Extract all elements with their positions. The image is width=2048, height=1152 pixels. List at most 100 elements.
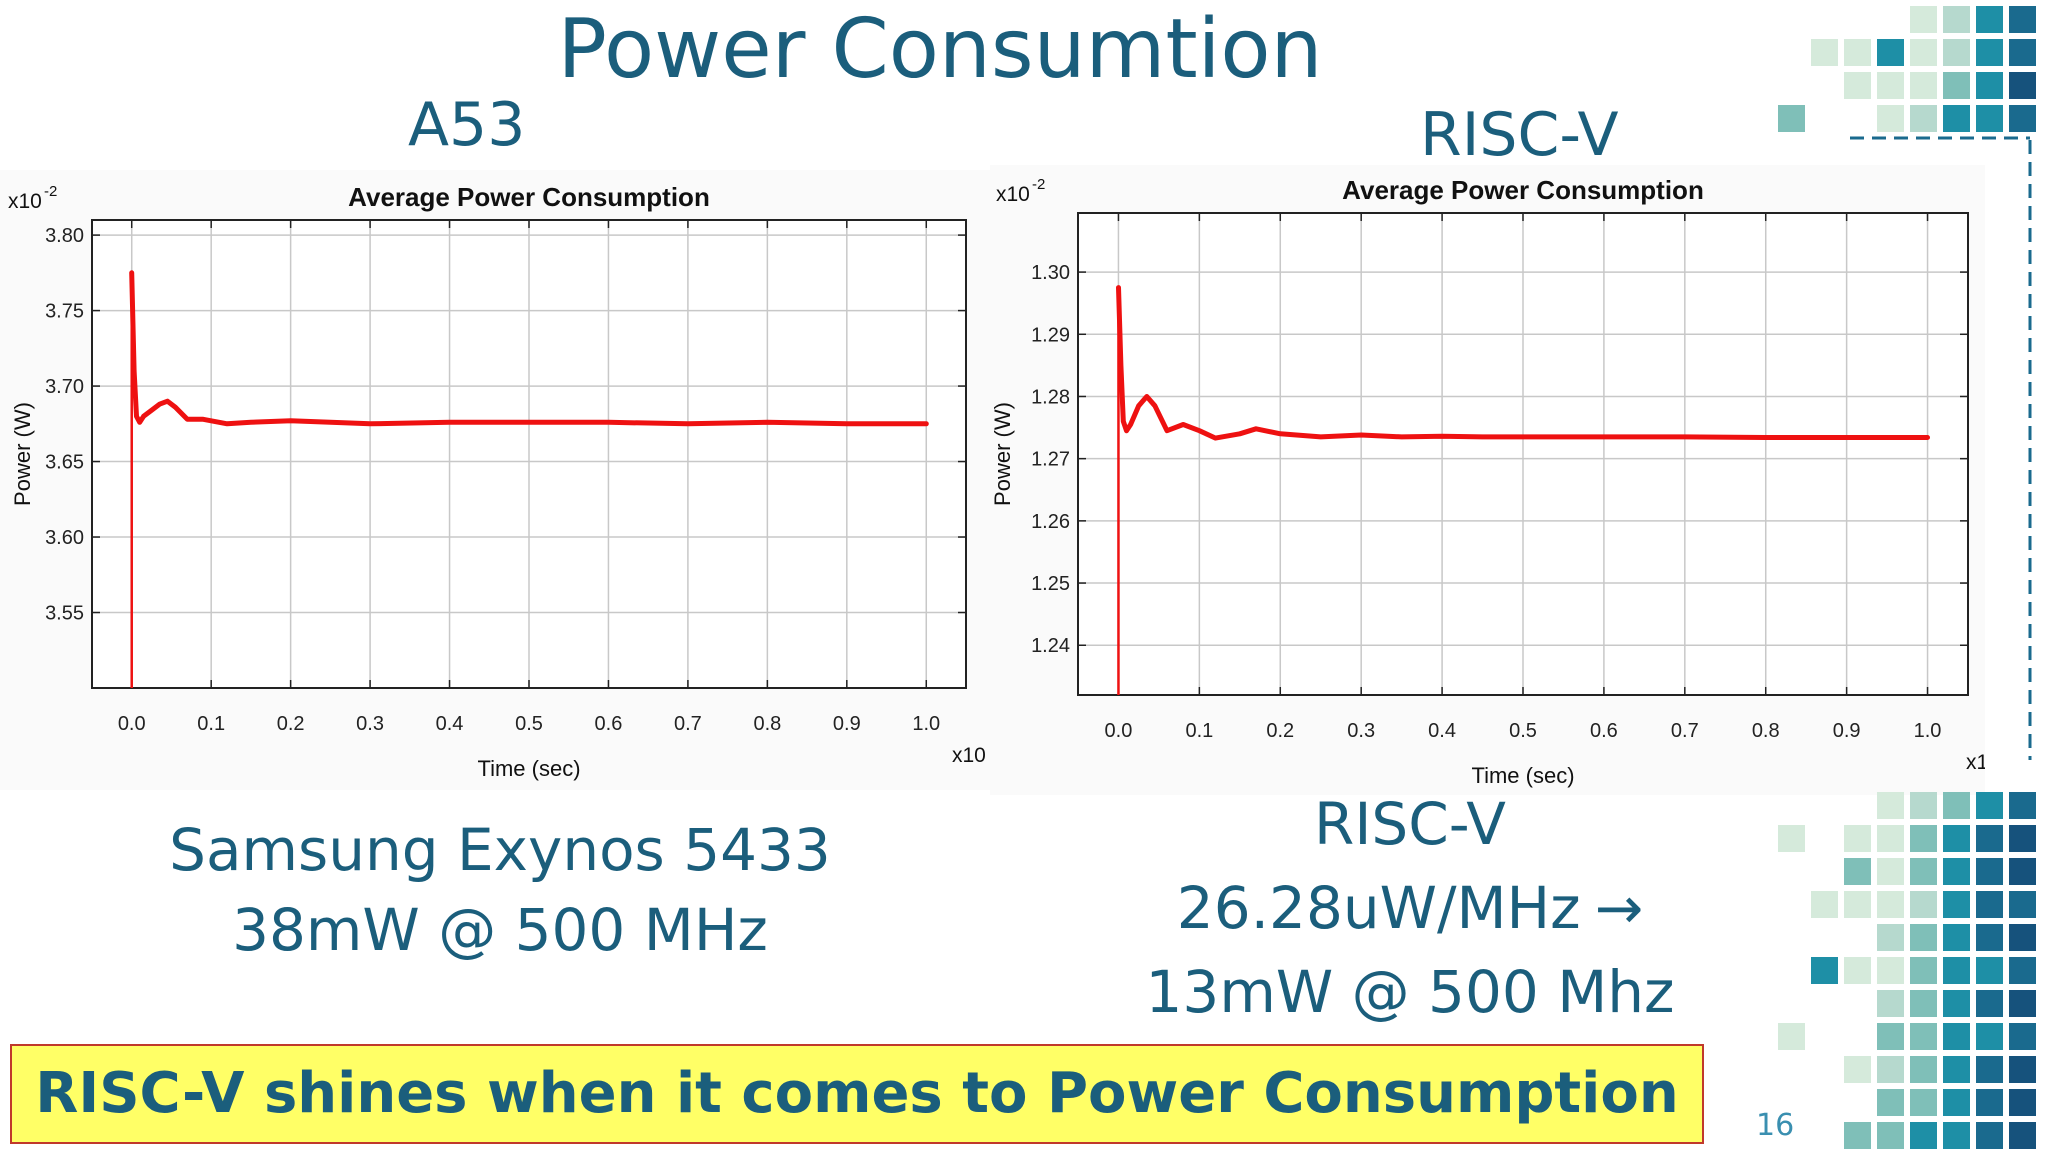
decorative-tile (1877, 39, 1904, 66)
decorative-tile (1877, 1023, 1904, 1050)
decorative-tile (1811, 957, 1838, 984)
x-tick-label: 0.0 (118, 713, 146, 735)
decorative-tile (1943, 72, 1970, 99)
decorative-tile (1877, 105, 1904, 132)
decorative-tile (1844, 39, 1871, 66)
decorative-tile (1877, 957, 1904, 984)
decorative-tile (1976, 1122, 2003, 1149)
decorative-tile (1976, 825, 2003, 852)
decorative-tile (1976, 1023, 2003, 1050)
x-tick-label: 0.7 (1671, 720, 1699, 742)
decorative-tile (2009, 6, 2036, 33)
x-tick-label: 0.5 (515, 713, 543, 735)
decorative-tile (1877, 858, 1904, 885)
decorative-tile (1943, 858, 1970, 885)
decorative-tile (1910, 825, 1937, 852)
x-tick-label: 1.0 (1914, 720, 1942, 742)
y-tick-label: 1.30 (1031, 262, 1070, 284)
decorative-tile (2009, 792, 2036, 819)
decorative-tile (1844, 957, 1871, 984)
decorative-tile (1943, 6, 1970, 33)
decorative-tile (1976, 105, 2003, 132)
decorative-tile (1877, 1122, 1904, 1149)
decorative-tile (1910, 1122, 1937, 1149)
chart-title: Average Power Consumption (1342, 175, 1704, 205)
decorative-tile (1943, 1089, 1970, 1116)
decorative-tile (1943, 825, 1970, 852)
decorative-tile (1877, 825, 1904, 852)
decorative-tile (1778, 105, 1805, 132)
decorative-tile (1877, 792, 1904, 819)
decorative-tile (1910, 792, 1937, 819)
decorative-tile (1943, 1122, 1970, 1149)
decorative-tile (1910, 1089, 1937, 1116)
riscv-power-chart: 0.0 0.1 0.2 0.3 0.4 0.5 0.6 0.7 0.8 0.9 1.0 1.30 1.2… (990, 165, 1985, 795)
decorative-tile (1910, 1056, 1937, 1083)
riscv-caption-line3: 13mW @ 500 Mhz (1145, 958, 1675, 1026)
x-multiplier-label: x10 (952, 744, 986, 767)
decorative-tile (1877, 990, 1904, 1017)
decorative-tile (1910, 957, 1937, 984)
decorative-tile (1943, 1023, 1970, 1050)
x-tick-label: 0.3 (1347, 720, 1375, 742)
decorative-tile (1811, 891, 1838, 918)
decorative-tile (1976, 1056, 2003, 1083)
x-tick-label: 0.9 (833, 713, 861, 735)
decorative-tile (1778, 825, 1805, 852)
y-tick-label: 3.80 (45, 225, 84, 247)
x-tick-label: 0.7 (674, 713, 702, 735)
y-axis-label: Power (W) (990, 402, 1015, 506)
a53-caption-line2: 38mW @ 500 MHz (232, 896, 768, 964)
decorative-tile (1844, 1056, 1871, 1083)
x-tick-label: 0.1 (1185, 720, 1213, 742)
x-tick-label: 0.6 (595, 713, 623, 735)
y-tick-label: 3.70 (45, 376, 84, 398)
x-tick-label: 0.3 (356, 713, 384, 735)
x-tick-label: 0.9 (1833, 720, 1861, 742)
x-axis-label: Time (sec) (1471, 763, 1574, 788)
y-tick-label: 3.75 (45, 301, 84, 323)
decorative-tile (1943, 39, 1970, 66)
decorative-tile (1976, 6, 2003, 33)
decorative-tile (1976, 72, 2003, 99)
decorative-tile (1910, 72, 1937, 99)
decorative-tile (1910, 6, 1937, 33)
decorative-tile (2009, 825, 2036, 852)
decorative-tile (1943, 1056, 1970, 1083)
power-series-line (129, 270, 929, 427)
decorative-tile (2009, 72, 2036, 99)
decorative-tile (2009, 1023, 2036, 1050)
decorative-tile (2009, 891, 2036, 918)
x-tick-label: 0.4 (1428, 720, 1456, 742)
x-tick-label: 0.8 (1752, 720, 1780, 742)
a53-caption-line1: Samsung Exynos 5433 (169, 816, 831, 884)
page-number: 16 (1756, 1108, 1795, 1143)
decorative-tile (1976, 1089, 2003, 1116)
x-axis-label: Time (sec) (477, 756, 580, 781)
x-tick-label: 0.4 (436, 713, 464, 735)
decorative-tile (1976, 924, 2003, 951)
plot-frame (1077, 212, 1969, 696)
y-tick-label: 1.24 (1031, 635, 1070, 657)
x-tick-label: 0.2 (277, 713, 305, 735)
decorative-tile (1877, 924, 1904, 951)
decorative-tile (1910, 891, 1937, 918)
chart-title: Average Power Consumption (348, 182, 710, 212)
riscv-heading: RISC-V (1420, 100, 1619, 170)
riscv-caption-line2: 26.28uW/MHz (1176, 874, 1581, 942)
y-tick-label: 3.60 (45, 527, 84, 549)
decorative-tile (1976, 891, 2003, 918)
decorative-tile (1943, 792, 1970, 819)
decorative-tile (1910, 858, 1937, 885)
decorative-tile (1943, 924, 1970, 951)
riscv-caption-line2-row: 26.28uW/MHz → (1010, 866, 1810, 950)
decorative-tile (1976, 39, 2003, 66)
y-tick-label: 1.27 (1031, 449, 1070, 471)
a53-power-chart: 0.0 0.1 0.2 0.3 0.4 0.5 0.6 0.7 0.8 0.9 1.0 3.80 3.7… (0, 170, 990, 790)
riscv-caption: RISC-V 26.28uW/MHz → 13mW @ 500 Mhz (1010, 782, 1810, 1034)
conclusion-banner: RISC-V shines when it comes to Power Con… (10, 1044, 1704, 1144)
y-tick-label: 1.26 (1031, 511, 1070, 533)
y-tick-label: 1.28 (1031, 386, 1070, 408)
x-multiplier-label: x10 (1966, 751, 1985, 774)
decorative-tile (1910, 924, 1937, 951)
